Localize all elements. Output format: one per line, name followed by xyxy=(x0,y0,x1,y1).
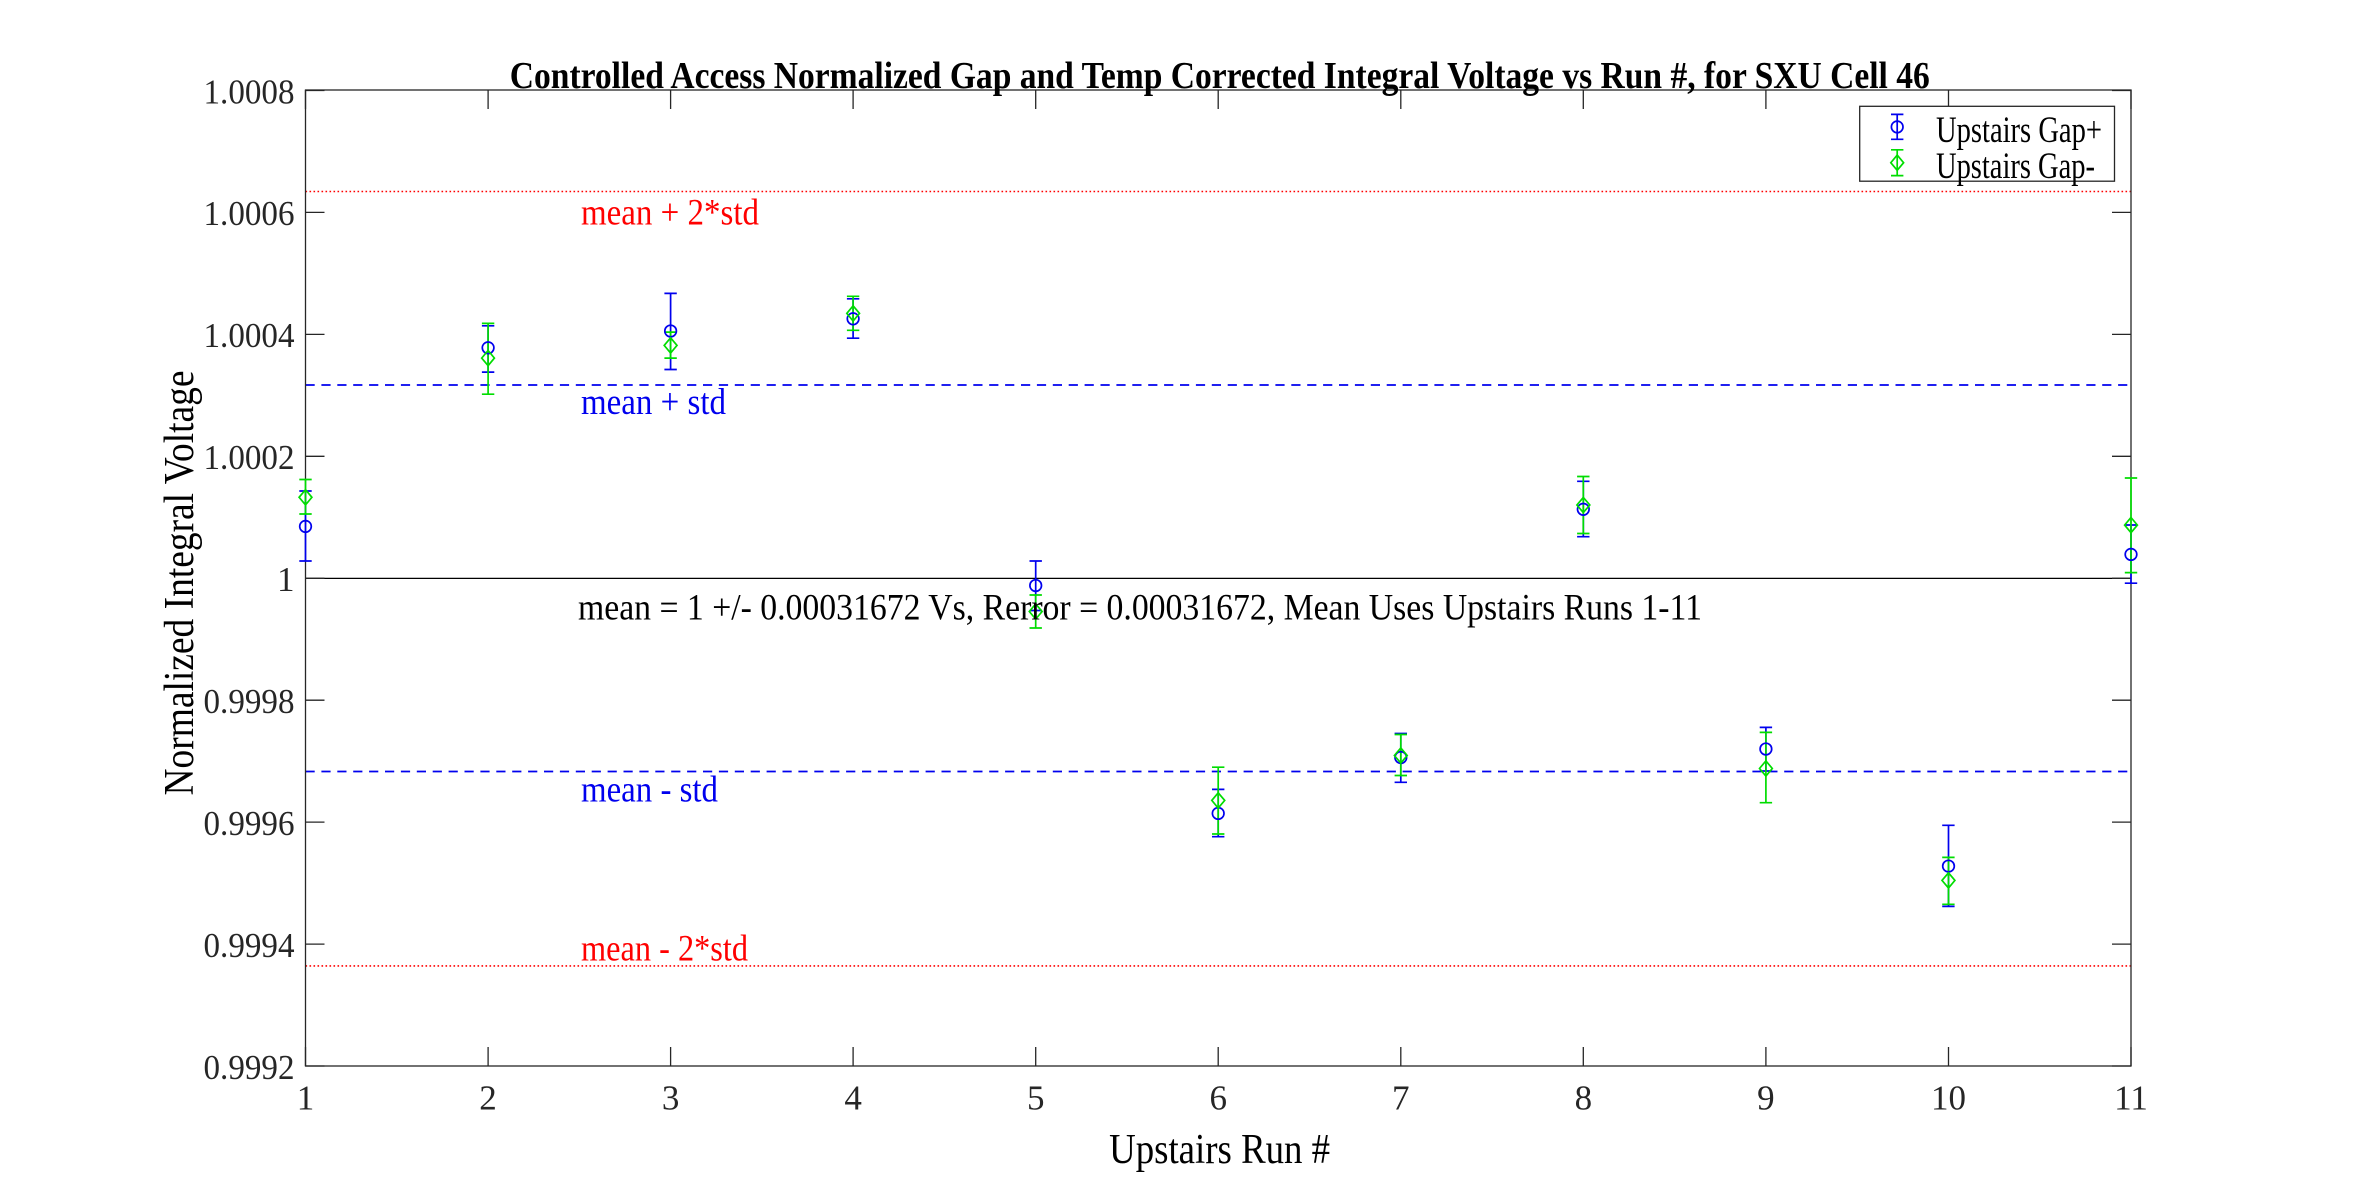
svg-text:9: 9 xyxy=(1757,1078,1775,1117)
svg-text:6: 6 xyxy=(1210,1078,1228,1117)
svg-text:mean - std: mean - std xyxy=(581,770,718,811)
svg-text:Controlled Access Normalized G: Controlled Access Normalized Gap and Tem… xyxy=(510,55,1930,97)
svg-text:10: 10 xyxy=(1931,1078,1966,1117)
svg-text:11: 11 xyxy=(2114,1078,2148,1117)
svg-text:1.0008: 1.0008 xyxy=(204,72,295,111)
svg-text:1.0006: 1.0006 xyxy=(204,194,295,233)
svg-text:0.9996: 0.9996 xyxy=(204,804,295,843)
svg-text:1: 1 xyxy=(277,560,295,599)
svg-text:Upstairs Gap+: Upstairs Gap+ xyxy=(1936,110,2102,151)
svg-text:1: 1 xyxy=(297,1078,315,1117)
svg-text:mean + std: mean + std xyxy=(581,382,726,423)
svg-text:2: 2 xyxy=(479,1078,497,1117)
svg-text:Upstairs Run #: Upstairs Run # xyxy=(1109,1127,1330,1173)
svg-text:mean - 2*std: mean - 2*std xyxy=(581,929,748,970)
svg-text:1.0002: 1.0002 xyxy=(204,438,295,477)
svg-text:Upstairs Gap-: Upstairs Gap- xyxy=(1936,146,2095,187)
svg-text:0.9998: 0.9998 xyxy=(204,682,295,721)
svg-text:8: 8 xyxy=(1575,1078,1593,1117)
svg-text:5: 5 xyxy=(1027,1078,1045,1117)
svg-text:3: 3 xyxy=(662,1078,680,1117)
svg-text:4: 4 xyxy=(844,1078,862,1117)
svg-text:mean = 1 +/- 0.00031672 Vs, Re: mean = 1 +/- 0.00031672 Vs, Rerror = 0.0… xyxy=(578,587,1702,628)
svg-text:1.0004: 1.0004 xyxy=(204,316,295,355)
svg-text:mean + 2*std: mean + 2*std xyxy=(581,192,759,233)
svg-text:0.9994: 0.9994 xyxy=(204,926,295,965)
svg-text:0.9992: 0.9992 xyxy=(204,1048,295,1087)
svg-text:7: 7 xyxy=(1392,1078,1410,1117)
svg-text:Normalized Integral Voltage: Normalized Integral Voltage xyxy=(157,371,203,796)
